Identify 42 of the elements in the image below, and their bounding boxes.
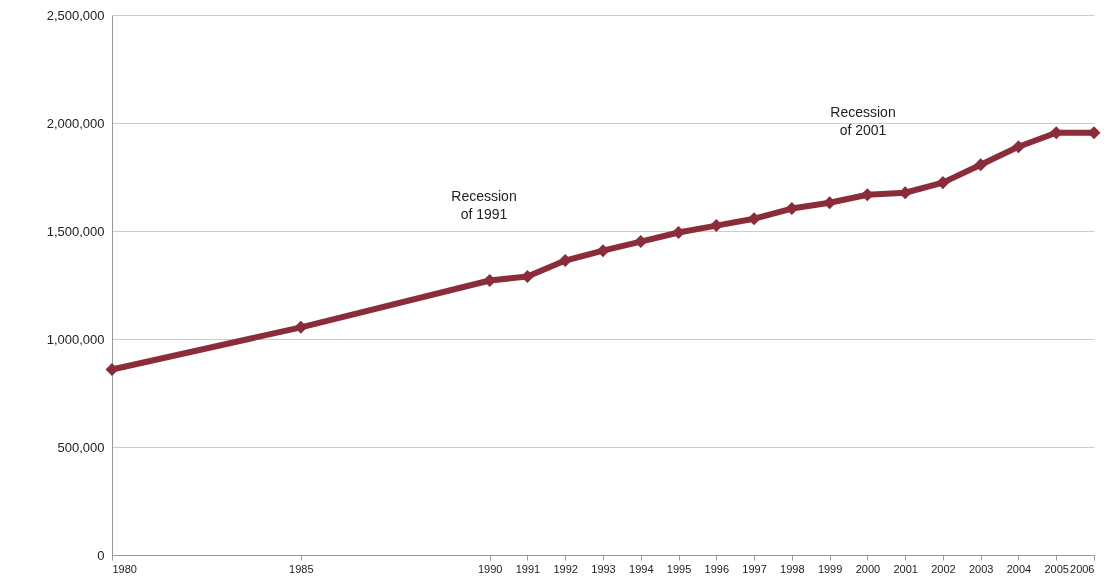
- point: [558, 254, 572, 268]
- point: [823, 196, 837, 210]
- point: [860, 188, 874, 202]
- annotation: Recession of 2001: [830, 104, 896, 138]
- x-tick-label: 2002: [931, 562, 956, 575]
- point: [294, 320, 308, 334]
- y-tick-label: 500,000: [57, 439, 105, 455]
- x-tick-label: 1990: [477, 562, 503, 575]
- point: [974, 158, 988, 172]
- x-tick-label: 1992: [553, 562, 578, 575]
- x-tick-label: 2001: [893, 562, 918, 575]
- point: [672, 225, 686, 240]
- x-tick-label: 1998: [780, 562, 805, 575]
- x-tick-label: 2000: [855, 562, 881, 575]
- y-tick-label: 1,500,000: [46, 223, 105, 239]
- x-tick-label: 1994: [629, 562, 654, 575]
- y-tick-label: 0: [97, 547, 105, 563]
- x-tick-label: 1997: [742, 562, 767, 575]
- point: [105, 362, 119, 376]
- x-tick-label: 1980: [112, 562, 137, 575]
- point: [634, 235, 648, 249]
- y-tick-label: 1,000,000: [46, 331, 105, 347]
- annotation: Recession of 1991: [451, 188, 517, 222]
- y-tick-label: 2,500,000: [46, 7, 105, 23]
- x-tick-label: 1999: [817, 562, 843, 575]
- x-tick-label: 1991: [515, 562, 541, 575]
- y-tick-label: 2,000,000: [46, 115, 105, 131]
- x-tick-label: 2004: [1006, 562, 1032, 575]
- point: [747, 212, 761, 226]
- point: [1011, 140, 1025, 154]
- x-tick-label: 2003: [968, 562, 994, 575]
- x-tick-label: 1985: [289, 562, 314, 575]
- x-tick-label: 1993: [591, 562, 616, 575]
- point: [709, 219, 723, 233]
- x-tick-label: 2006: [1070, 562, 1095, 575]
- x-tick-label: 1995: [666, 562, 692, 575]
- x-tick-label: 2005: [1044, 562, 1069, 575]
- x-tick-label: 1996: [704, 562, 730, 575]
- point: [596, 244, 610, 258]
- point: [936, 176, 950, 190]
- point: [1049, 126, 1063, 140]
- point: [785, 202, 799, 216]
